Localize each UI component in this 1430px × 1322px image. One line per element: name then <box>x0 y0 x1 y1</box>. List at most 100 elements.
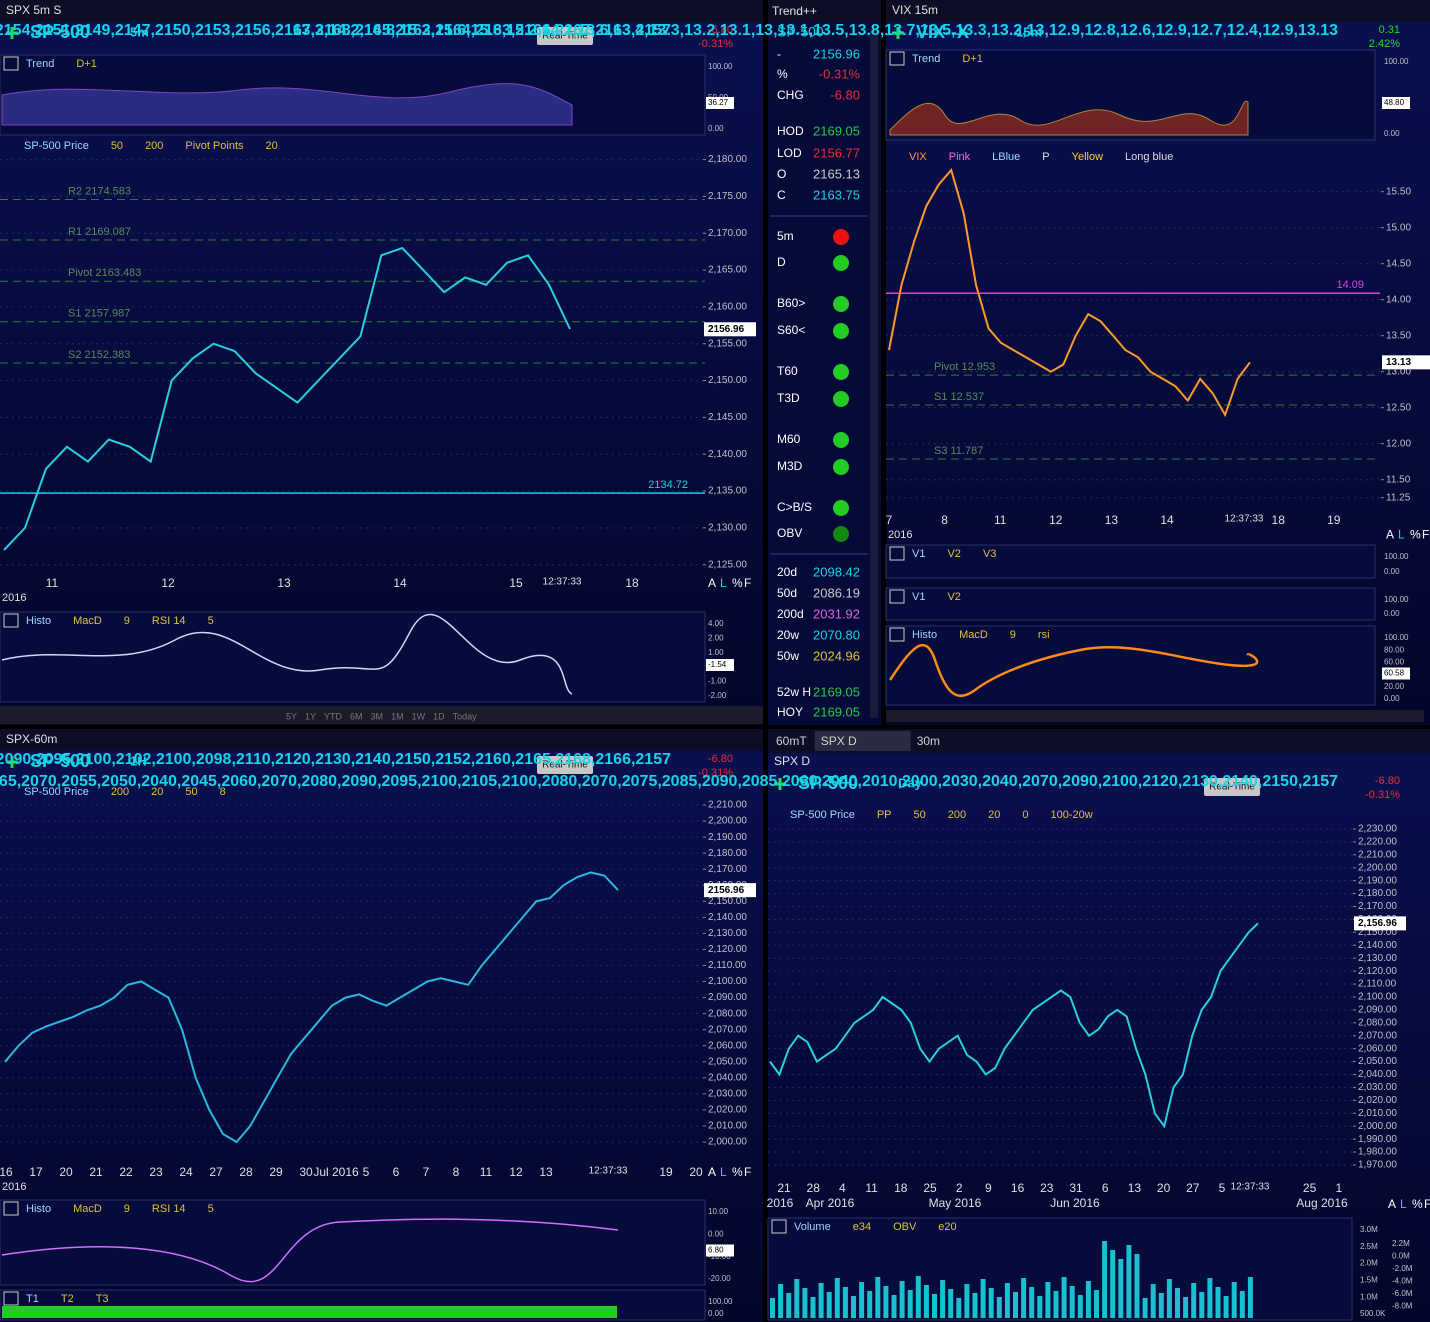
close-button[interactable] <box>3 56 19 71</box>
legend-item[interactable]: 9 <box>124 615 130 627</box>
realtime-button[interactable]: Real-Time <box>1209 782 1255 793</box>
legend-item[interactable]: OBV <box>893 1221 917 1233</box>
legend-item[interactable]: Trend <box>26 58 54 70</box>
legend-item[interactable]: Long blue <box>1125 151 1173 163</box>
range-button[interactable]: 1D <box>433 711 445 721</box>
legend-item[interactable]: 200 <box>111 786 129 798</box>
legend-item[interactable]: e34 <box>853 1221 871 1233</box>
realtime-button[interactable]: Real-Time <box>542 760 588 771</box>
legend-item[interactable]: V1 <box>912 591 925 603</box>
legend-item[interactable]: Histo <box>912 629 937 641</box>
axis-menu[interactable]: F <box>744 576 751 590</box>
axis-menu[interactable]: A <box>1386 528 1394 542</box>
legend-item[interactable]: 50 <box>185 786 197 798</box>
legend-item[interactable]: T3 <box>96 1293 109 1305</box>
range-button[interactable]: 1W <box>412 711 426 721</box>
legend-item[interactable]: VIX <box>909 151 927 163</box>
close-button[interactable] <box>3 1291 19 1306</box>
range-button[interactable]: 1Y <box>305 711 316 721</box>
axis-menu[interactable]: F <box>1424 1197 1430 1211</box>
legend-item[interactable]: P <box>1042 151 1049 163</box>
range-button[interactable]: YTD <box>324 711 343 721</box>
legend-item[interactable]: 20 <box>988 809 1000 821</box>
axis-menu[interactable]: % <box>732 1165 743 1179</box>
legend-item[interactable]: Trend <box>912 53 940 65</box>
legend-item[interactable]: rsi <box>1038 629 1050 641</box>
axis-menu[interactable]: L <box>1400 1197 1407 1211</box>
legend-item[interactable]: Histo <box>26 615 51 627</box>
legend-item[interactable]: V3 <box>983 548 996 560</box>
legend-item[interactable]: 100-20w <box>1050 809 1092 821</box>
legend-item[interactable]: 0 <box>1022 809 1028 821</box>
scrollbar[interactable] <box>886 710 1424 722</box>
legend-item[interactable]: 200 <box>948 809 966 821</box>
legend-item[interactable]: PP <box>877 809 892 821</box>
legend-item[interactable]: D+1 <box>962 53 983 65</box>
range-button[interactable]: 1M <box>391 711 404 721</box>
legend-item[interactable]: T1 <box>26 1293 39 1305</box>
axis-menu[interactable]: L <box>720 576 727 590</box>
axis-menu[interactable]: F <box>1422 528 1429 542</box>
axis-menu[interactable]: A <box>1388 1197 1396 1211</box>
legend-item[interactable]: SP-500 Price <box>790 809 855 821</box>
legend-item[interactable]: 20 <box>266 140 278 152</box>
legend-item[interactable]: 8 <box>220 786 226 798</box>
range-button[interactable]: 5Y <box>286 711 297 721</box>
axis-menu[interactable]: L <box>1398 528 1405 542</box>
legend-item[interactable]: RSI 14 <box>152 615 186 627</box>
axis-menu[interactable]: F <box>744 1165 751 1179</box>
legend-item[interactable]: T2 <box>61 1293 74 1305</box>
legend-item[interactable]: Pink <box>949 151 971 163</box>
legend-item[interactable]: 9 <box>124 1203 130 1215</box>
close-button[interactable] <box>889 51 905 66</box>
legend-item[interactable]: 200 <box>145 140 163 152</box>
tab[interactable]: 60mT <box>776 734 807 748</box>
interval[interactable]: Day <box>898 775 923 790</box>
legend-item[interactable]: 5 <box>208 1203 214 1215</box>
legend-item[interactable]: 5 <box>208 615 214 627</box>
axis-menu[interactable]: A <box>708 576 716 590</box>
legend-item[interactable]: 20 <box>151 786 163 798</box>
realtime-button[interactable] <box>537 27 593 45</box>
range-button[interactable]: 3M <box>371 711 384 721</box>
legend-item[interactable]: MacD <box>73 615 102 627</box>
close-button[interactable] <box>889 627 905 642</box>
legend-item[interactable]: MacD <box>73 1203 102 1215</box>
scrollbar[interactable] <box>870 28 878 718</box>
legend-item[interactable]: SP-500 Price <box>24 140 89 152</box>
legend-item[interactable]: LBlue <box>992 151 1020 163</box>
axis-menu[interactable]: % <box>1412 1197 1423 1211</box>
realtime-button[interactable] <box>1204 778 1260 796</box>
legend-item[interactable]: V2 <box>947 591 960 603</box>
legend-item[interactable]: D+1 <box>76 58 97 70</box>
legend-item[interactable]: RSI 14 <box>152 1203 186 1215</box>
interval[interactable]: 1H <box>130 753 147 768</box>
legend-item[interactable]: V1 <box>912 548 925 560</box>
legend-item[interactable]: V2 <box>947 548 960 560</box>
legend-item[interactable]: Volume <box>794 1221 831 1233</box>
axis-menu[interactable]: % <box>732 576 743 590</box>
close-button[interactable] <box>889 546 905 561</box>
close-button[interactable] <box>889 589 905 604</box>
tab[interactable]: 30m <box>917 734 940 748</box>
axis-menu[interactable]: A <box>708 1165 716 1179</box>
close-button[interactable] <box>3 613 19 628</box>
legend-item[interactable]: MacD <box>959 629 988 641</box>
legend-item[interactable]: Yellow <box>1072 151 1103 163</box>
scrollbar[interactable] <box>0 706 763 724</box>
legend-item[interactable]: 9 <box>1010 629 1016 641</box>
axis-menu[interactable]: L <box>720 1165 727 1179</box>
active-tab[interactable] <box>814 731 911 751</box>
interval[interactable]: 15m <box>1016 24 1042 39</box>
close-button[interactable] <box>3 1201 19 1216</box>
legend-item[interactable]: 50 <box>111 140 123 152</box>
range-button[interactable]: Today <box>453 711 478 721</box>
legend-item[interactable]: Histo <box>26 1203 51 1215</box>
realtime-button[interactable] <box>537 756 593 774</box>
legend-item[interactable]: Pivot Points <box>185 140 244 152</box>
legend-item[interactable]: 50 <box>914 809 926 821</box>
range-button[interactable]: 6M <box>350 711 363 721</box>
close-button[interactable] <box>771 1219 787 1234</box>
realtime-button[interactable]: Real-Time <box>542 31 588 42</box>
interval[interactable]: 5m <box>130 24 149 39</box>
